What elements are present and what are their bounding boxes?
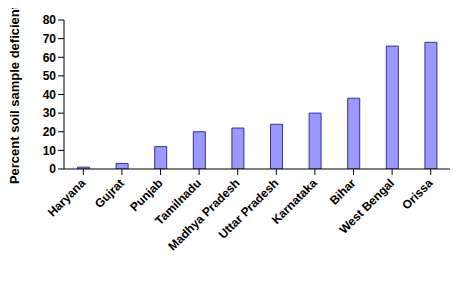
svg-text:20: 20 — [43, 125, 57, 139]
svg-text:40: 40 — [43, 88, 57, 102]
svg-text:Madhya Pradesh: Madhya Pradesh — [165, 176, 242, 253]
svg-text:10: 10 — [43, 144, 57, 158]
svg-text:Uttar Pradesh: Uttar Pradesh — [216, 176, 282, 242]
svg-text:Karnataka: Karnataka — [269, 176, 320, 227]
svg-text:50: 50 — [43, 69, 57, 83]
svg-text:80: 80 — [43, 13, 57, 27]
svg-text:60: 60 — [43, 51, 57, 65]
svg-text:Tamilnadu: Tamilnadu — [152, 176, 204, 228]
svg-text:30: 30 — [43, 106, 57, 120]
svg-text:Bihar: Bihar — [327, 176, 359, 208]
svg-text:West Bengal: West Bengal — [336, 176, 397, 237]
svg-text:Haryana: Haryana — [45, 176, 89, 220]
svg-text:Percent soil sample deficient: Percent soil sample deficient — [8, 8, 22, 184]
svg-text:Punjab: Punjab — [127, 176, 165, 214]
svg-text:70: 70 — [43, 32, 57, 46]
svg-text:Orissa: Orissa — [399, 176, 436, 213]
svg-text:0: 0 — [49, 162, 56, 176]
svg-text:Gujrat: Gujrat — [92, 176, 127, 211]
